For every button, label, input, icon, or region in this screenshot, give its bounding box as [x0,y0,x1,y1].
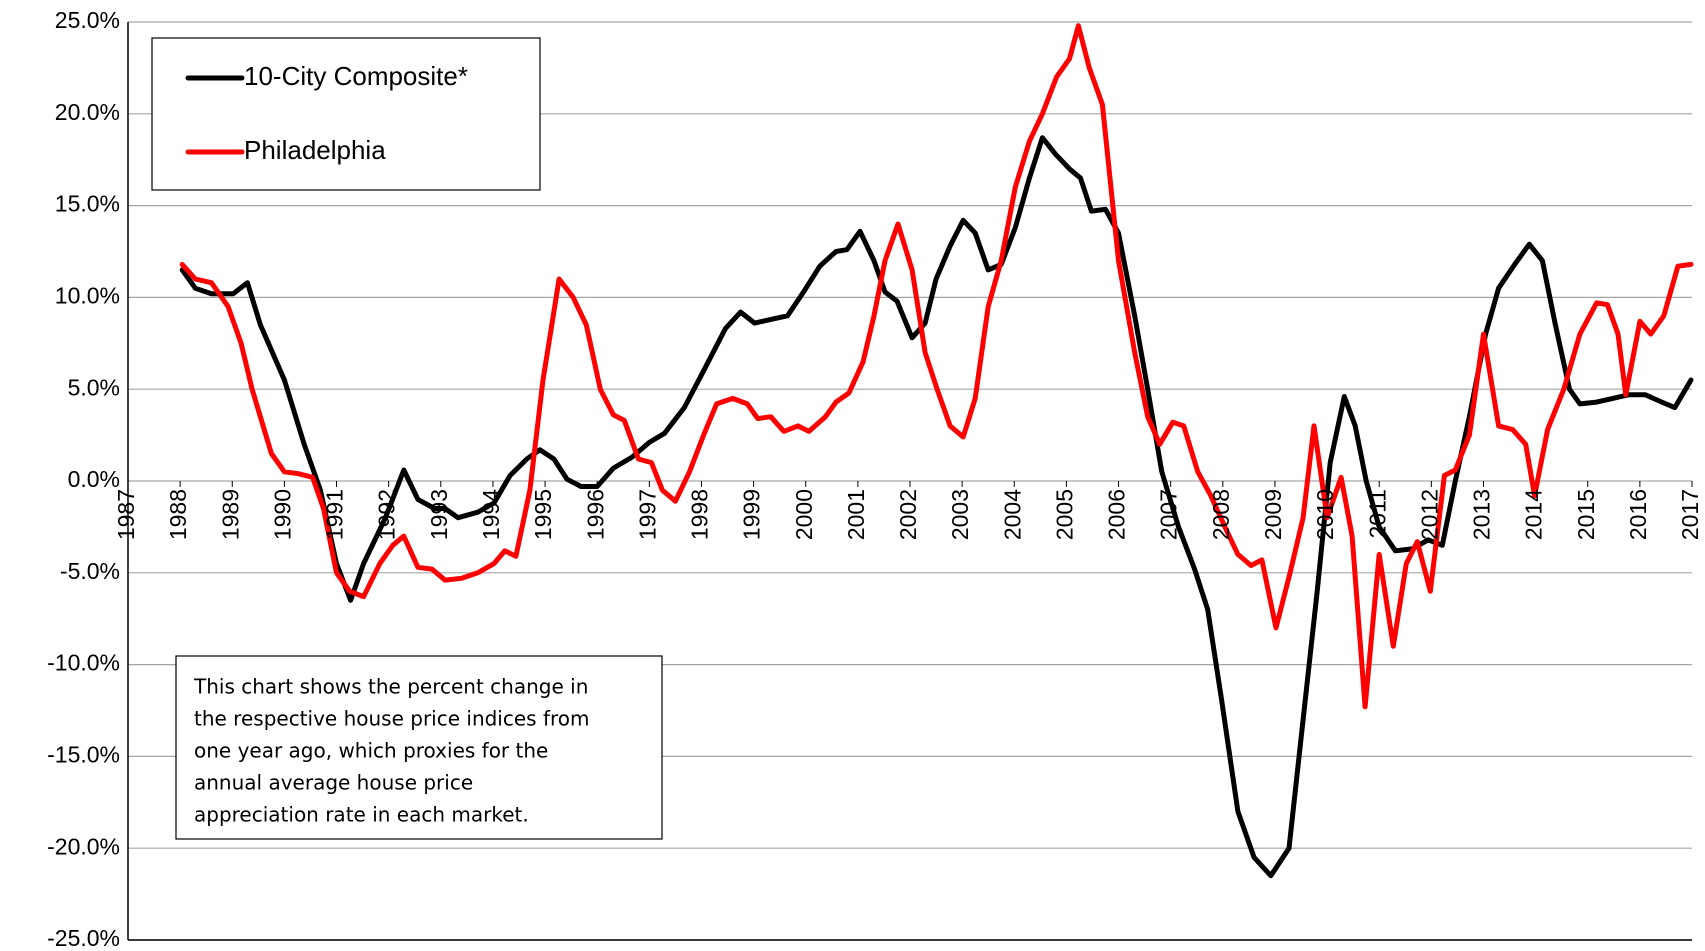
x-tick-label: 1991 [322,489,348,540]
legend-box [151,37,541,191]
x-tick-label: 2013 [1469,489,1495,540]
x-tick-label: 2012 [1416,489,1442,540]
x-tick-label: 2009 [1260,489,1286,540]
annotation-line: the respective house price indices from [194,707,590,731]
x-tick-label: 1989 [217,489,243,540]
series-line [179,23,1694,710]
y-tick-label: 0.0% [68,466,120,492]
x-tick-label: 1997 [634,489,660,540]
legend-label: Philadelphia [244,135,386,165]
y-tick-label: -20.0% [47,833,120,859]
labels: -25.0% -20.0% -15.0% -10.0% -5.0% 0.0% 5.0% 10.… [47,7,1703,951]
annotation-box [175,655,663,840]
x-tick-label: 2007 [1156,489,1182,540]
x-tick-label: 2017 [1677,489,1703,540]
x-tick-label: 2016 [1625,489,1651,540]
y-tick-label: 15.0% [55,191,120,217]
y-tick-label: -15.0% [47,741,120,767]
annotation-line: appreciation rate in each market. [194,803,529,827]
x-tick-label: 1990 [269,489,295,540]
x-tick-label: 2011 [1364,489,1390,538]
x-tick-label: 1995 [530,489,556,540]
x-tick-label: 1993 [426,489,452,540]
x-tick-label: 1999 [739,489,765,540]
annotation-line: annual average house price [194,771,473,795]
x-tick-label: 1994 [478,489,504,540]
y-tick-label: 5.0% [68,374,120,400]
y-tick-label: 25.0% [55,7,120,33]
x-tick-label: 1988 [165,489,191,540]
series-line [179,135,1694,879]
x-tick-label: 1992 [374,489,400,540]
x-tick-label: 1998 [687,489,713,540]
y-tick-label: -10.0% [47,650,120,676]
annotation-line: one year ago, which proxies for the [194,739,548,763]
x-tick-label: 2004 [999,489,1025,540]
x-tick-label: 2003 [947,489,973,540]
x-tick-label: 2015 [1573,489,1599,540]
x-tick-label: 1996 [582,489,608,540]
x-tick-label: 2001 [843,489,869,540]
x-tick-label: 2010 [1312,489,1338,540]
x-tick-label: 2005 [1051,489,1077,540]
x-tick-label: 2008 [1208,489,1234,540]
x-tick-label: 2014 [1521,489,1547,540]
y-tick-label: -25.0% [47,925,120,951]
y-tick-label: 10.0% [55,282,120,308]
y-tick-label: -5.0% [60,558,120,584]
x-tick-label: 2006 [1104,489,1130,540]
y-tick-label: 20.0% [55,99,120,125]
lines [179,23,1694,879]
x-tick-label: 1987 [113,489,139,540]
annotation-line: This chart shows the percent change in [193,675,588,699]
x-tick-label: 2000 [791,489,817,540]
legend-label: 10-City Composite* [244,61,468,91]
x-tick-label: 2002 [895,489,921,540]
